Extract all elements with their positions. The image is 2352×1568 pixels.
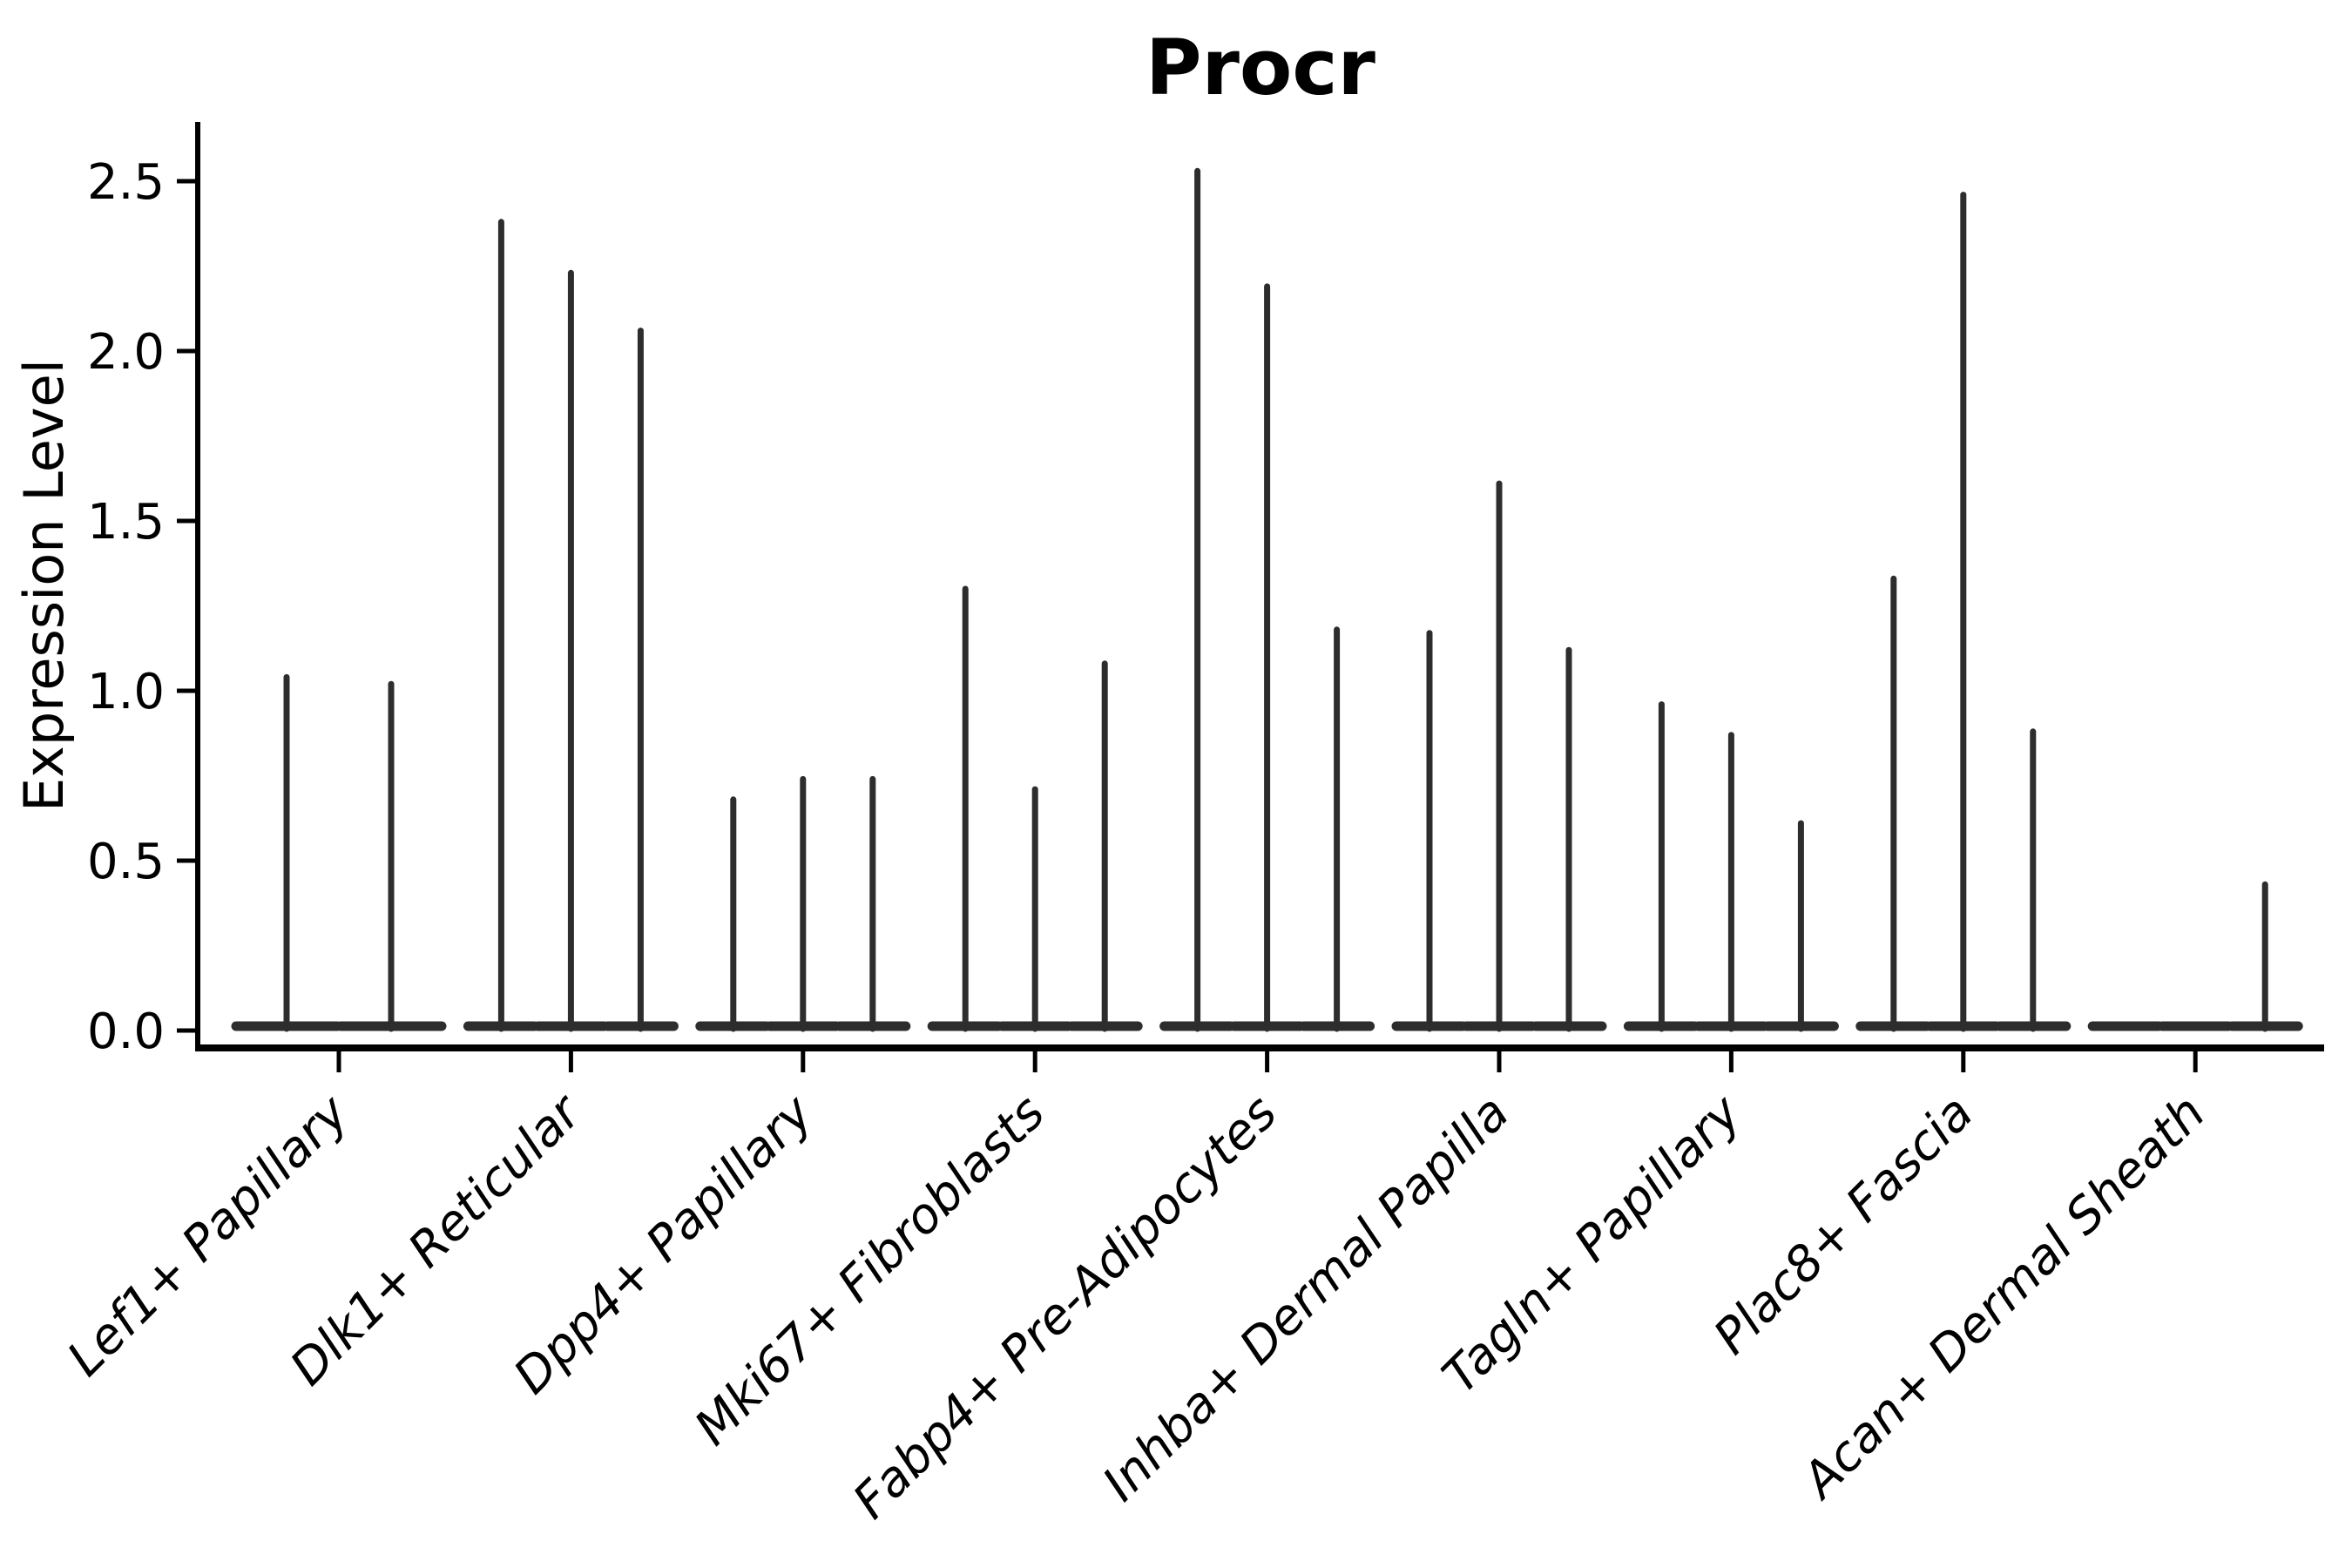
y-tick-label: 2.0 xyxy=(87,324,165,381)
y-axis: 0.0 0.5 1.0 1.5 2.0 2.5 xyxy=(87,154,165,1060)
y-tick-label: 1.0 xyxy=(87,664,165,720)
x-category-label: Acan+ Dermal Sheath xyxy=(1790,1085,2216,1511)
violins-layer xyxy=(231,167,2303,1032)
y-tick-label: 2.5 xyxy=(87,154,165,211)
axes-layer xyxy=(177,122,2324,1072)
y-tick-label: 1.5 xyxy=(87,494,165,551)
x-category-label: Inhba+ Dermal Papilla xyxy=(1092,1085,1520,1512)
x-category-label: Fabp4+ Pre-Adipocytes xyxy=(842,1085,1288,1530)
y-axis-label: Expression Level xyxy=(12,359,76,812)
y-tick-label: 0.5 xyxy=(87,834,165,890)
y-tick-label: 0.0 xyxy=(87,1004,165,1060)
chart-title: Procr xyxy=(1146,23,1376,112)
